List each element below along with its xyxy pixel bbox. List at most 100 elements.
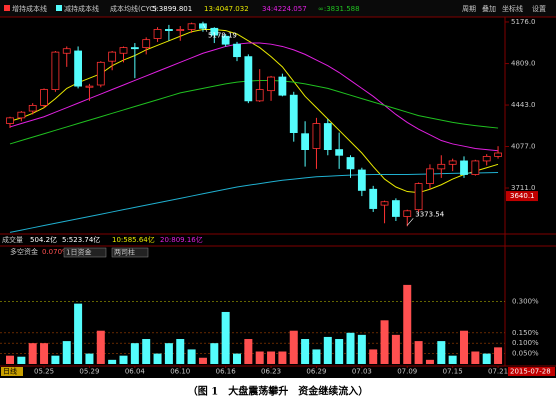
candle-body — [414, 183, 423, 211]
candle-body — [482, 155, 491, 162]
menu-item[interactable]: 叠加 — [482, 4, 496, 13]
bar — [85, 353, 94, 364]
bar — [62, 341, 71, 364]
candle-body — [301, 133, 310, 150]
bar — [74, 303, 83, 364]
bar — [142, 339, 151, 364]
bar — [233, 353, 241, 364]
bar — [187, 349, 196, 364]
bar — [278, 351, 287, 364]
bar — [369, 349, 378, 364]
bar — [437, 341, 446, 364]
candle-body — [403, 210, 412, 217]
dropdown[interactable] — [63, 247, 107, 258]
period-badge[interactable] — [1, 367, 23, 376]
candle-body — [96, 61, 105, 86]
candle-body — [85, 85, 94, 88]
x-tick-label: 06.29 — [306, 368, 326, 376]
volume-ma: 20:809.16亿 — [160, 235, 203, 244]
bar — [380, 320, 389, 364]
candle-body — [40, 89, 48, 106]
dropdown-text[interactable]: 1日资金 — [66, 248, 91, 257]
bar — [335, 339, 344, 364]
bar — [323, 336, 332, 364]
panel-value: 0.070% — [42, 248, 69, 256]
moving-average — [9, 79, 499, 145]
candle-body — [233, 43, 241, 58]
annotation-arrow — [202, 23, 208, 32]
bar — [460, 330, 468, 364]
bar — [28, 343, 37, 364]
bar — [51, 355, 60, 364]
candle-body — [17, 111, 26, 119]
toolbar-icon — [56, 5, 62, 11]
candle-body — [176, 29, 185, 31]
bar — [471, 351, 480, 364]
candle-body — [437, 163, 446, 170]
high-annotation: 5178.19 — [208, 32, 237, 40]
bar — [255, 351, 264, 364]
bar — [357, 334, 366, 364]
dropdown[interactable] — [111, 247, 149, 258]
dropdown-text[interactable]: 两司柱 — [114, 248, 135, 257]
bar — [301, 339, 310, 364]
x-tick-label: 06.10 — [170, 368, 190, 376]
current-date: 2015-07-28 — [510, 368, 551, 376]
bar — [176, 339, 185, 364]
menu-item[interactable]: 设置 — [532, 4, 546, 13]
bar — [119, 355, 128, 364]
bar — [448, 355, 457, 364]
toolbar-item[interactable]: 成本均线(CYC) — [110, 4, 157, 13]
candle-body — [255, 89, 264, 102]
ma-label: 5:3899.801 — [152, 5, 192, 13]
bar — [17, 356, 26, 364]
bar — [267, 351, 276, 364]
x-tick-label: 06.04 — [125, 368, 146, 376]
volume-label: 成交量 — [2, 235, 23, 244]
y-tick-label: 0.050% — [512, 350, 539, 358]
y-tick-label: 5176.0 — [511, 18, 536, 26]
toolbar — [0, 0, 556, 17]
toolbar-item[interactable]: 减持成本线 — [64, 4, 99, 13]
candle-body — [289, 94, 298, 133]
candle-body — [244, 56, 253, 102]
bar — [210, 343, 219, 364]
terminal-background — [0, 0, 556, 378]
volume-ma: 10:585.64亿 — [112, 235, 155, 244]
period-badge-text[interactable]: 日线 — [3, 367, 17, 376]
menu-item[interactable]: 周期 — [462, 5, 476, 13]
ma-label: 34:4224.057 — [262, 5, 307, 13]
bar — [221, 311, 230, 364]
y-tick-label: 0.150% — [512, 329, 539, 337]
x-tick-label: 06.16 — [216, 368, 237, 376]
y-tick-label: 4077.0 — [511, 143, 536, 151]
bar — [198, 357, 207, 364]
candle-body — [278, 76, 287, 96]
candle-body — [62, 48, 71, 54]
candle-body — [380, 201, 389, 206]
ma-label: ∞:3831.588 — [318, 5, 360, 13]
candle-body — [130, 47, 139, 50]
caption: （图 1 大盘震荡攀升 资金继续流入） — [188, 385, 368, 398]
candle-body — [153, 29, 162, 39]
x-tick-label: 07.09 — [397, 368, 417, 376]
menu-item[interactable]: 坐标线 — [502, 4, 523, 13]
bar — [130, 343, 139, 364]
ma-label: 13:4047.032 — [204, 5, 249, 13]
x-tick-label: 07.21 — [488, 368, 508, 376]
bar — [40, 343, 49, 364]
moving-average — [9, 42, 499, 152]
panel-title: 多空资金 — [10, 247, 38, 256]
candle-body — [426, 168, 434, 185]
candle-body — [164, 29, 173, 31]
y-tick-label: 3711.0 — [511, 184, 536, 192]
toolbar-item[interactable]: 增持成本线 — [12, 4, 47, 13]
candle-body — [448, 160, 457, 165]
candle-body — [187, 23, 196, 30]
volume-value: 504.2亿 — [30, 235, 57, 244]
volume-ma: 5:523.74亿 — [62, 235, 100, 244]
bar — [403, 284, 412, 364]
y-tick-label: 0.100% — [512, 339, 539, 347]
